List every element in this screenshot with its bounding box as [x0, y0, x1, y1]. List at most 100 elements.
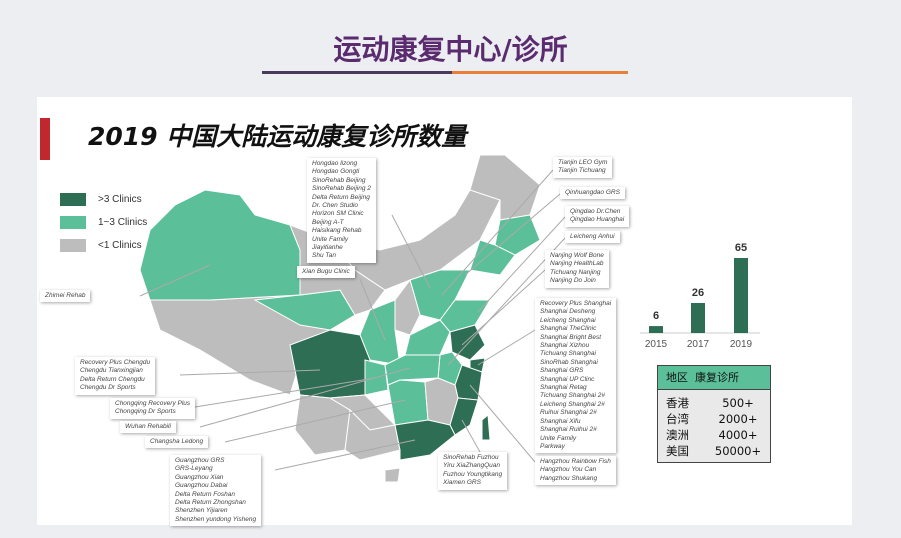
clinic-name: Xian Bugu Clinic: [302, 268, 350, 275]
clinic-label-xian: Xian Bugu Clinic: [297, 266, 355, 279]
clinic-name: Shanghai Xizhou: [540, 342, 590, 350]
legend-swatch: [60, 193, 86, 206]
clinic-name: GRS-Leyang: [175, 465, 213, 473]
clinic-name: Yiru XiaZhangQuan: [443, 462, 500, 470]
clinic-name: Shu Tan: [312, 252, 336, 260]
clinic-name: Leicheng Shanghai: [540, 316, 596, 324]
clinic-label-shanghai: Recovery Plus Shanghai Shanghai Desheng Le…: [535, 298, 617, 454]
region-taiwan: [481, 413, 491, 441]
clinic-name: Chongqing Recovery Plus: [115, 400, 191, 407]
clinic-name: Shenzhen Yijiaren: [175, 507, 228, 515]
clinic-name: Xiamen GRS: [443, 479, 481, 487]
clinic-name: Shanghai Bright Best: [540, 333, 602, 341]
clinic-name: Hongdao Gongti: [312, 168, 360, 176]
region-henan: [404, 319, 451, 356]
clinic-label-anhui: Leicheng Anhui: [565, 231, 620, 244]
bar-value-label: 26: [691, 287, 705, 299]
table-header: 地区 康复诊所: [658, 366, 770, 390]
clinic-name: Chengdu Tianxingjian: [80, 367, 143, 375]
table-row: 美国 50000+: [666, 444, 762, 458]
clinic-label-qingdao: Qingdao Dr.Chen Qingdao Huanghai: [565, 206, 630, 227]
clinic-name: Shanghai Desheng: [540, 308, 596, 316]
clinic-name: Hangzhou Shukang: [540, 474, 598, 482]
region-xinjiang: [139, 189, 301, 301]
clinic-name: Wuhan Rehabili: [125, 423, 171, 430]
tick-label: 2017: [686, 339, 710, 350]
clinic-name: Shanghai Xifu: [540, 417, 581, 425]
clinic-name: Delta Return Foshan: [175, 490, 235, 498]
region-sichuan: [289, 329, 371, 399]
region-liaoning: [469, 239, 516, 276]
clinic-name: Nanjing Wolf Bone: [550, 252, 604, 259]
clinic-name: Hangzhou Rainbow Fish: [540, 458, 611, 465]
legend-swatch: [60, 216, 86, 229]
clinic-name: Guangzhou GRS: [175, 457, 225, 464]
tick-label: 2015: [644, 339, 668, 350]
clinic-label-qinhuangdao: Qinhuangdao GRS: [560, 187, 625, 200]
bar-2019: [734, 258, 748, 333]
clinic-name: SinoRhab Shanghai: [540, 358, 598, 366]
clinic-name: Ruihui Shanghai 2#: [540, 409, 597, 417]
table-row: 台湾 2000+: [666, 412, 758, 426]
legend-swatch: [60, 239, 86, 252]
clinic-label-hangzhou: Hangzhou Rainbow Fish Hangzhou You Can Han…: [535, 456, 616, 486]
clinic-label-chengdu: Recovery Plus Chengdu Chengdu Tianxingjia…: [75, 357, 156, 395]
clinic-name: Fuzhou Youngtikang: [443, 470, 503, 478]
clinic-name: Shanghai UP Clinc: [540, 375, 595, 383]
clinic-name: Shanghai TheClinic: [540, 325, 597, 333]
clinic-name: Nanjing Do Join: [550, 277, 596, 285]
clinic-name: Tianjin Tichuang: [558, 167, 606, 175]
legend-item: >3 Clinics: [60, 193, 142, 206]
bar-2017: [691, 303, 705, 333]
clinic-name: Zhimei Rehab: [45, 292, 86, 299]
clinic-name: Horizon SM Clinic: [312, 210, 364, 218]
table-row: 澳洲 4000+: [666, 428, 758, 442]
clinic-name: Shenzhen yundong Yisheng: [175, 515, 257, 523]
region-hainan: [384, 467, 401, 483]
clinic-label-xinjiang: Zhimei Rehab: [40, 290, 91, 303]
clinic-name: Chengdu Dr Sports: [80, 384, 136, 392]
clinic-name: SinoRehab Fuzhou: [443, 454, 499, 461]
clinic-name: Nanjing HealthLab: [550, 260, 604, 268]
region-guangdong: [394, 419, 456, 461]
clinic-name: Guangzhou Dabai: [175, 482, 228, 490]
clinic-name: Jiayitianhe: [312, 244, 343, 252]
region-clinic-table: 地区 康复诊所 香港 500+ 台湾 2000+ 澳洲 4000+ 美国 50000+: [657, 365, 771, 463]
clinic-name: Shanghai Ruihui 2#: [540, 426, 597, 434]
clinic-name: Guangzhou Xian: [175, 473, 224, 481]
clinic-label-fuzhou: SinoRehab Fuzhou Yiru XiaZhangQuan Fuzhou …: [438, 452, 508, 490]
clinic-name: SinoRehab Beijing: [312, 176, 366, 184]
clinic-name: Beijing A-T: [312, 218, 344, 226]
clinic-name: Delta Return Zhongshan: [175, 499, 246, 507]
clinic-name: Delta Return Beijing: [312, 193, 370, 201]
accent-bar: [40, 118, 50, 160]
legend-item: 1~3 Clinics: [60, 216, 147, 229]
clinic-name: Parkway: [540, 442, 565, 450]
clinic-name: Recovery Plus Shanghai: [540, 300, 612, 307]
clinic-name: Tichuang Shanghai: [540, 350, 596, 358]
tick-label: 2019: [729, 339, 753, 350]
clinic-name: Tichuang Shanghai 2#: [540, 392, 605, 400]
bar-2015: [649, 326, 663, 333]
clinic-label-guangzhou: Guangzhou GRS GRS-Leyang Guangzhou Xian Gua…: [170, 455, 262, 527]
clinic-name: Leicheng Anhui: [570, 233, 615, 240]
clinic-name: Qingdao Dr.Chen: [570, 208, 621, 215]
clinic-name: Tichuang Nanjing: [550, 268, 601, 276]
clinic-name: Leicheng Shanghai 2#: [540, 400, 605, 408]
clinic-name: Dr. Chen Studio: [312, 202, 359, 210]
table-row: 香港 500+: [666, 396, 754, 410]
legend-label: >3 Clinics: [98, 194, 142, 205]
clinic-name: Hangzhou You Can: [540, 466, 597, 474]
clinic-name: Qingdao Huanghai: [570, 216, 625, 224]
region-jilin: [494, 214, 541, 256]
bar-value-label: 6: [652, 310, 660, 323]
slide-title: 2019 中国大陆运动康复诊所数量: [88, 122, 467, 151]
bar-value-label: 65: [734, 242, 748, 254]
clinic-label-tianjin: Tianjin LEO Gym Tianjin Tichuang: [553, 157, 613, 178]
legend-label: <1 Clinics: [98, 240, 142, 251]
clinic-name: Hongdao lizong: [312, 160, 358, 167]
clinic-name: SinoRehab Beijing 2: [312, 185, 371, 193]
title-underline: [262, 71, 452, 74]
clinic-label-chongqing: Chongqing Recovery Plus Chongqing Dr Spor…: [110, 398, 196, 419]
